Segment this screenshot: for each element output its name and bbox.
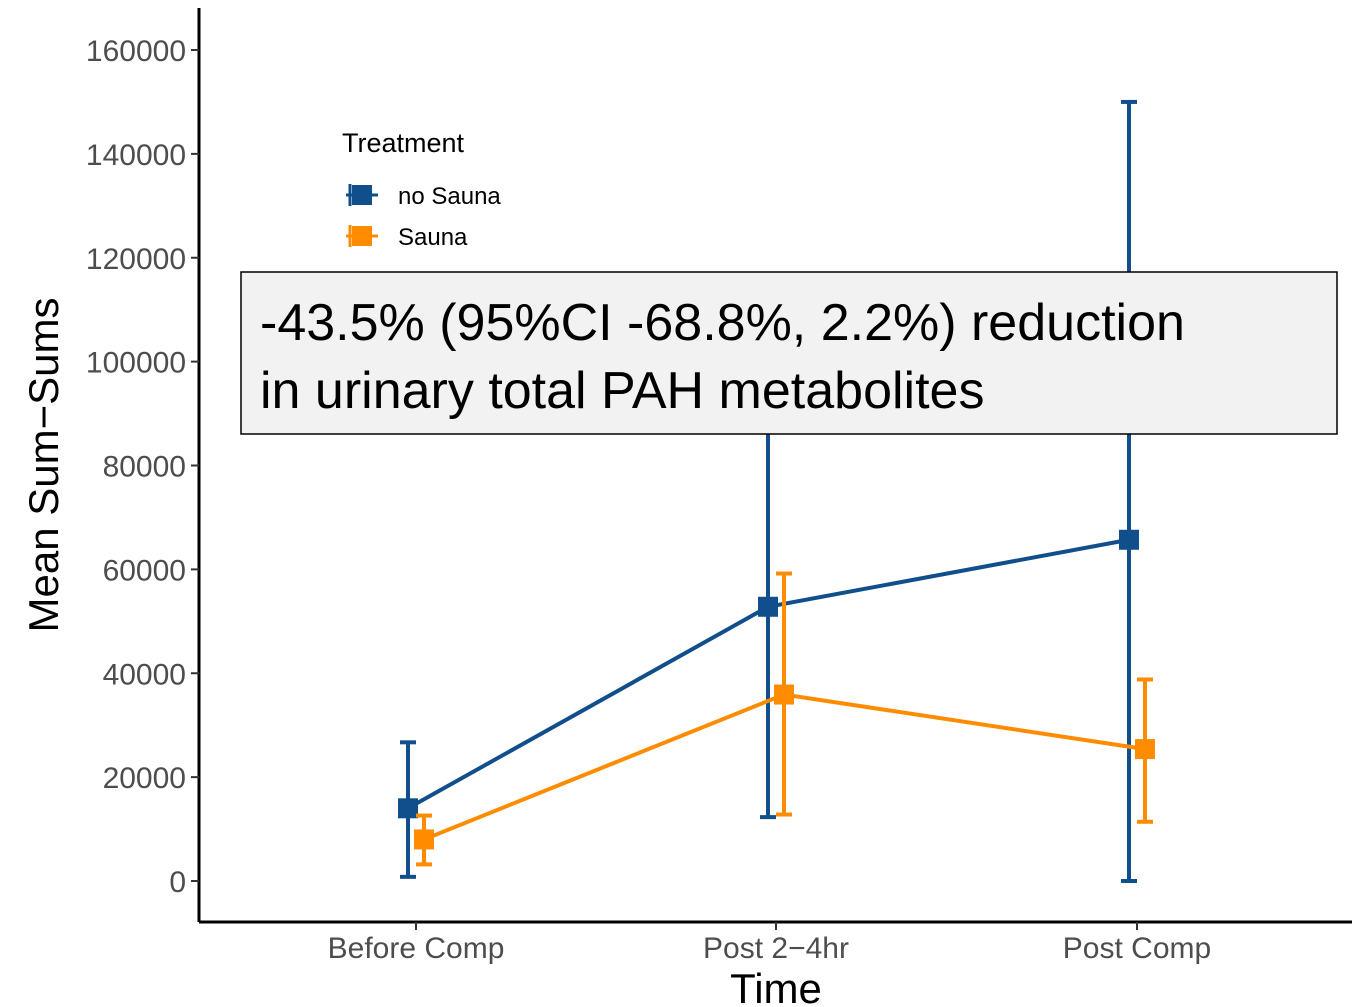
annotation-box: -43.5% (95%CI -68.8%, 2.2%) reduction in…	[240, 271, 1338, 435]
legend-label: no Sauna	[398, 183, 501, 210]
y-tick-label: 0	[169, 866, 186, 899]
data-point	[774, 684, 794, 705]
y-axis-title: Mean Sum−Sums	[20, 298, 67, 633]
series-no-sauna	[398, 99, 1139, 883]
x-tick-label: Post Comp	[1063, 932, 1211, 965]
x-axis-title: Time	[730, 965, 822, 1007]
y-tick-label: 20000	[103, 762, 186, 795]
data-point	[414, 829, 434, 850]
series-layer	[398, 99, 1155, 883]
annotation-background	[240, 271, 1338, 435]
data-point	[758, 596, 778, 617]
x-ticks: Before Comp Post 2−4hr Post Comp	[328, 922, 1211, 965]
legend-item-sauna: Sauna	[346, 224, 468, 251]
y-tick-label: 80000	[103, 451, 186, 484]
legend-item-no-sauna: no Sauna	[346, 183, 501, 210]
x-tick-label: Before Comp	[328, 932, 505, 965]
y-tick-label: 40000	[103, 658, 186, 691]
annotation-line-1: -43.5% (95%CI -68.8%, 2.2%) reduction	[260, 294, 1185, 352]
legend-key-marker	[352, 226, 372, 246]
x-tick-label: Post 2−4hr	[703, 932, 849, 965]
legend: Treatment no Sauna Sauna	[342, 128, 501, 251]
y-ticks: 0 20000 40000 60000 80000 100000 120000 140000 1…	[86, 35, 199, 899]
y-tick-label: 120000	[86, 243, 186, 276]
legend-title: Treatment	[342, 128, 465, 158]
y-tick-label: 140000	[86, 139, 186, 172]
y-tick-label: 60000	[103, 554, 186, 587]
annotation-line-2: in urinary total PAH metabolites	[260, 362, 984, 420]
y-tick-label: 100000	[86, 347, 186, 380]
legend-label: Sauna	[398, 224, 468, 251]
y-tick-label: 160000	[86, 35, 186, 68]
data-point	[1119, 529, 1139, 550]
data-point	[398, 798, 418, 819]
series-sauna	[414, 571, 1155, 867]
data-point	[1135, 739, 1155, 760]
legend-key-marker	[352, 185, 372, 205]
